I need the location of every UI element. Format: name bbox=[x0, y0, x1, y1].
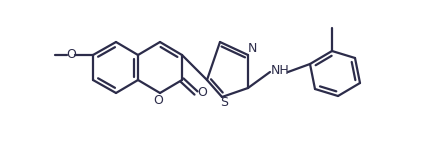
Text: N: N bbox=[247, 42, 257, 56]
Text: NH: NH bbox=[270, 64, 289, 77]
Text: O: O bbox=[197, 87, 207, 100]
Text: S: S bbox=[220, 96, 228, 109]
Text: O: O bbox=[153, 93, 163, 106]
Text: O: O bbox=[66, 48, 76, 61]
